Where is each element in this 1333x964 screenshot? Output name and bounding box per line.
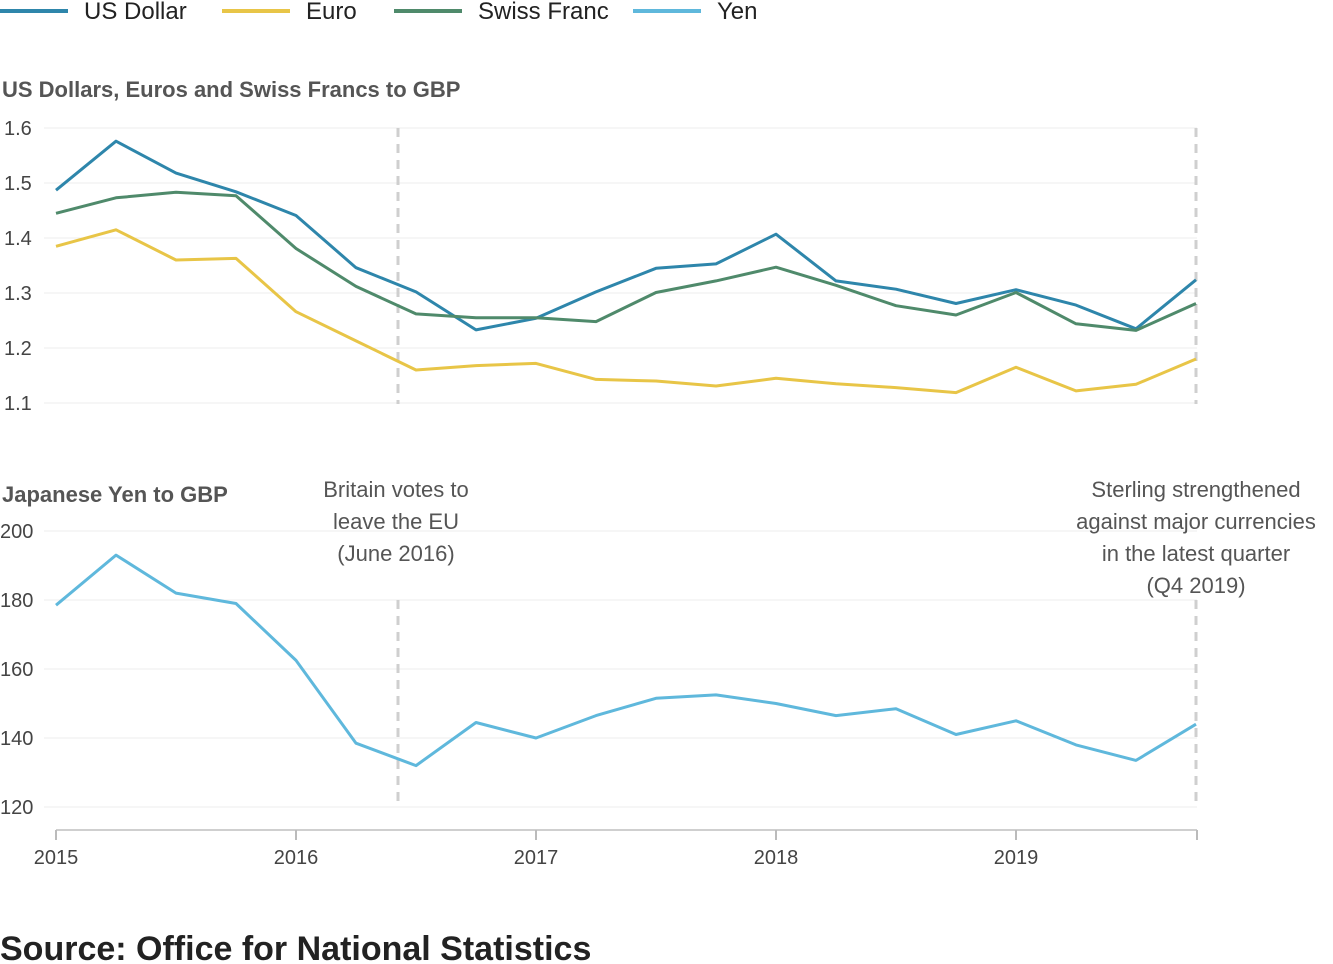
x-tick-label: 2015	[34, 847, 79, 869]
annotation-line: Sterling strengthened	[1091, 477, 1300, 502]
y-tick-label: 1.6	[4, 118, 32, 140]
legend-label: Swiss Franc	[478, 0, 609, 25]
x-tick-label: 2019	[994, 847, 1039, 869]
legend-label: US Dollar	[84, 0, 187, 25]
annotation: Britain votes to leave the EU (June 2016)	[323, 477, 469, 566]
bottom-panel-title: Japanese Yen to GBP	[2, 482, 228, 507]
annotation-line: (June 2016)	[337, 541, 454, 566]
annotation-line: (Q4 2019)	[1146, 573, 1245, 598]
bottom-panel-series	[55, 553, 1197, 768]
series-line-euro	[55, 228, 1197, 395]
y-tick-label: 1.3	[4, 283, 32, 305]
x-axis: 2015 2016 2017 2018 2019	[34, 829, 1198, 869]
annotation: Sterling strengthened against major curre…	[1076, 477, 1316, 598]
source-note: Source: Office for National Statistics	[0, 930, 591, 964]
annotation-line: leave the EU	[333, 509, 459, 534]
y-tick-label: 140	[0, 728, 33, 750]
x-tick-label: 2017	[514, 847, 559, 869]
x-tick-label: 2018	[754, 847, 799, 869]
legend: US Dollar Euro Swiss Franc Yen	[0, 0, 758, 25]
x-tick-label: 2016	[274, 847, 319, 869]
event-markers	[396, 128, 1198, 808]
legend-label: Yen	[717, 0, 758, 25]
annotation-line: in the latest quarter	[1102, 541, 1290, 566]
bottom-panel-grid: 120 140 160 180 200	[0, 521, 1197, 819]
legend-label: Euro	[306, 0, 357, 25]
y-tick-label: 1.1	[4, 393, 32, 415]
series-line-us-dollar	[55, 139, 1197, 332]
series-line-swiss-franc	[55, 190, 1197, 332]
annotation-line: Britain votes to	[323, 477, 469, 502]
y-tick-label: 1.2	[4, 338, 32, 360]
series-line-yen	[55, 553, 1197, 768]
y-tick-label: 160	[0, 659, 33, 681]
y-tick-label: 180	[0, 590, 33, 612]
y-tick-label: 120	[0, 797, 33, 819]
top-panel-title: US Dollars, Euros and Swiss Francs to GB…	[2, 77, 460, 102]
top-panel-grid: 1.1 1.2 1.3 1.4 1.5 1.6	[4, 118, 1197, 415]
top-panel-series	[55, 139, 1197, 395]
y-tick-label: 1.4	[4, 228, 32, 250]
y-tick-label: 1.5	[4, 173, 32, 195]
annotations: Britain votes to leave the EU (June 2016) S…	[323, 477, 1316, 598]
annotation-line: against major currencies	[1076, 509, 1316, 534]
y-tick-label: 200	[0, 521, 33, 543]
